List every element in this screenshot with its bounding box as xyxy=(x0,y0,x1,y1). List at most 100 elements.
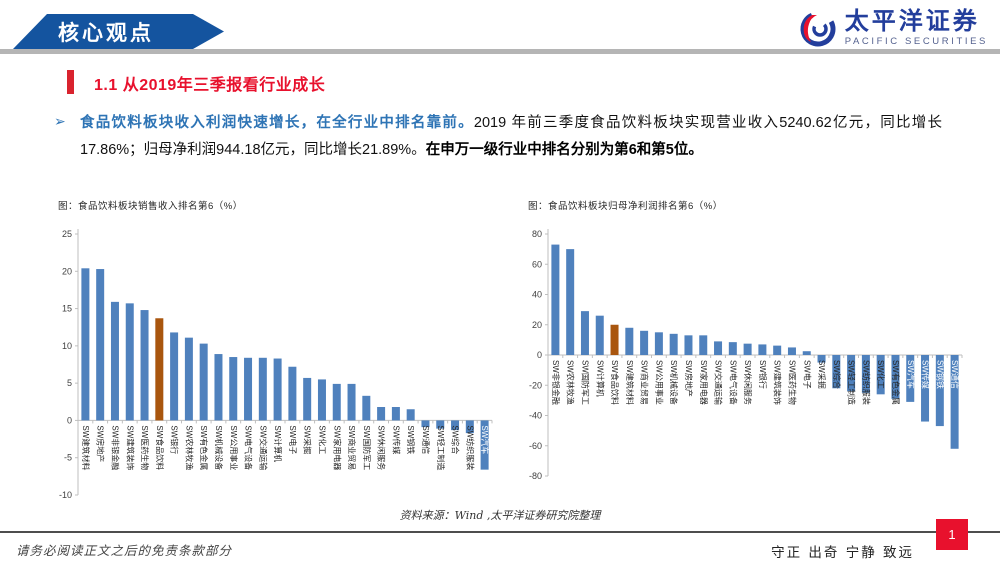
bar xyxy=(451,420,460,431)
category-label: SW公用事业 xyxy=(229,425,239,470)
y-tick-label: 20 xyxy=(62,266,72,276)
category-label: SW非银金融 xyxy=(110,425,120,470)
bar xyxy=(199,343,208,421)
bar xyxy=(640,330,649,355)
category-label: SW公用事业 xyxy=(654,360,664,405)
y-tick-label: -80 xyxy=(529,471,542,481)
category-label: SW休闲服务 xyxy=(377,425,387,470)
footer-motto: 守正 出奇 宁静 致远 xyxy=(771,545,914,561)
category-label: SW建筑装饰 xyxy=(773,360,783,405)
category-label: SW家用电器 xyxy=(699,360,709,405)
y-tick-label: 5 xyxy=(67,378,72,388)
category-label: SW食品饮料 xyxy=(610,360,620,405)
bar xyxy=(935,355,944,427)
bar xyxy=(125,303,134,421)
bar xyxy=(303,377,312,421)
bar xyxy=(743,343,752,355)
category-label: SW通信 xyxy=(421,425,431,454)
category-label: SW化工 xyxy=(876,360,886,389)
category-label: SW传媒 xyxy=(391,425,401,454)
category-label: SW建筑材料 xyxy=(625,360,635,405)
bar xyxy=(684,335,693,355)
bar xyxy=(96,269,105,421)
y-tick-label: 10 xyxy=(62,341,72,351)
category-label: SW有色金属 xyxy=(199,425,209,470)
bar xyxy=(625,327,634,355)
y-tick-label: 25 xyxy=(62,229,72,239)
category-label: SW国防军工 xyxy=(362,425,372,470)
y-tick-label: -5 xyxy=(64,453,72,463)
category-label: SW银行 xyxy=(758,360,768,389)
y-tick-label: 60 xyxy=(532,259,542,269)
category-label: SW交通运输 xyxy=(714,360,724,405)
bar xyxy=(406,409,415,421)
category-label: SW有色金属 xyxy=(891,360,901,405)
category-label: SW综合 xyxy=(451,425,461,454)
bar xyxy=(332,383,341,421)
y-tick-label: 0 xyxy=(537,350,542,360)
banner-title: 核心观点 xyxy=(58,21,154,45)
category-label: SW食品饮料 xyxy=(155,425,165,470)
y-tick-label: -40 xyxy=(529,411,542,421)
y-tick-label: 15 xyxy=(62,304,72,314)
bar xyxy=(110,301,119,421)
category-label: SW商业贸易 xyxy=(640,360,650,405)
bar xyxy=(728,342,737,355)
category-label: SW商业贸易 xyxy=(347,425,357,470)
y-tick-label: -60 xyxy=(529,441,542,451)
bar xyxy=(921,355,930,422)
bar xyxy=(832,355,841,389)
y-tick-label: 80 xyxy=(532,229,542,239)
bar xyxy=(861,355,870,393)
pacific-securities-logo-icon xyxy=(800,11,836,47)
revenue-rank-chart: 图：食品饮料板块销售收入排名第6（%） 25 20 15 10 5 0 -5 -10 SW建筑材… xyxy=(44,198,504,512)
category-label: SW电气设备 xyxy=(728,360,738,405)
category-label: SW电子 xyxy=(288,425,298,454)
bar xyxy=(184,337,193,421)
category-label: SW采掘 xyxy=(817,360,827,389)
bar xyxy=(551,244,560,355)
category-label: SW通信 xyxy=(950,360,960,389)
bar xyxy=(288,366,297,421)
paragraph-lead: 食品饮料板块收入利润快速增长，在全行业中排名靠前。 xyxy=(80,115,474,131)
y-tick-label: 40 xyxy=(532,290,542,300)
category-label: SW传媒 xyxy=(921,360,931,389)
bar xyxy=(465,420,474,434)
category-label: SW综合 xyxy=(832,360,842,389)
logo-name-en: PACIFIC SECURITIES xyxy=(844,35,988,47)
bar xyxy=(273,358,282,421)
category-label: SW汽车 xyxy=(480,425,490,454)
category-label: SW机械设备 xyxy=(214,425,224,470)
category-label: SW纺织服装 xyxy=(465,425,475,470)
bar xyxy=(714,341,723,355)
category-label: SW轻工制造 xyxy=(436,425,446,470)
logo-name-cn: 太平洋证券 xyxy=(844,7,980,35)
profit-rank-chart-canvas: 80 60 40 20 0 -20 -40 -60 -80 SW非银金融 SW农林牧渔 SW国防军工 S… xyxy=(529,229,963,481)
category-label: SW非银金融 xyxy=(551,360,561,405)
category-label: SW机械设备 xyxy=(669,360,679,405)
category-label: SW钢铁 xyxy=(406,425,416,454)
paragraph-body: 2019 年前三季度食品饮料板块实现营业收入5240.62亿元，同比增长17.8… xyxy=(80,115,943,158)
category-label: SW农林牧渔 xyxy=(566,360,576,405)
category-label: SW轻工制造 xyxy=(847,360,857,405)
category-label: SW采掘 xyxy=(303,425,313,454)
bar xyxy=(699,335,708,355)
y-tick-label: -10 xyxy=(59,490,72,500)
revenue-rank-chart-canvas: 25 20 15 10 5 0 -5 -10 SW建筑材料 SW房地产 SW非银金融 SW建筑装饰 SW… xyxy=(59,229,493,500)
bar xyxy=(580,311,589,355)
category-label: SW汽车 xyxy=(906,360,916,389)
revenue-rank-chart-title: 图：食品饮料板块销售收入排名第6（%） xyxy=(58,201,243,212)
bar xyxy=(847,355,856,392)
bar xyxy=(140,310,149,421)
key-point-paragraph: 食品饮料板块收入利润快速增长，在全行业中排名靠前。2019 年前三季度食品饮料板… xyxy=(80,110,942,164)
source-line: 资料来源：Wind ,太平洋证券研究院整理 xyxy=(399,509,601,522)
bar xyxy=(817,355,826,363)
bar xyxy=(610,324,619,355)
bar xyxy=(391,407,400,421)
bar xyxy=(787,347,796,355)
category-label: SW医药生物 xyxy=(140,425,150,470)
company-logo: 太平洋证券 PACIFIC SECURITIES xyxy=(797,8,988,48)
section-banner: 核心观点 xyxy=(13,14,224,49)
bar xyxy=(347,383,356,421)
category-label: SW建筑材料 xyxy=(81,425,91,470)
